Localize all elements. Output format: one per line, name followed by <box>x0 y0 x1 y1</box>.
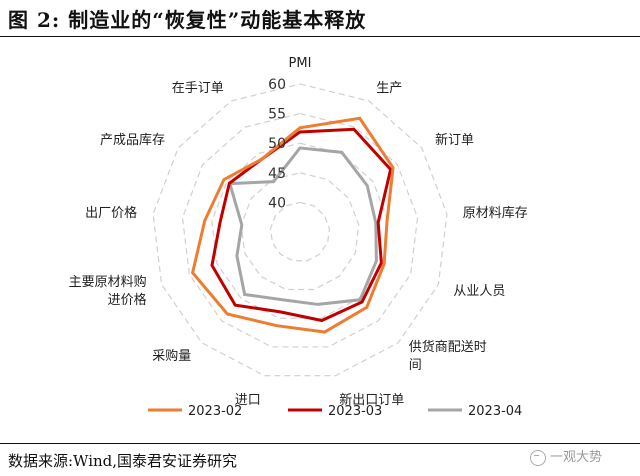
axis-label: 出厂价格 <box>85 205 137 221</box>
axis-label-line: 生产 <box>376 81 402 96</box>
title-rule <box>0 36 640 37</box>
axis-label-line: 新出口订单 <box>339 392 404 408</box>
legend-label: 2023-03 <box>328 404 382 419</box>
axis-label-line: 进口 <box>235 393 261 408</box>
axis-label: PMI <box>289 56 312 71</box>
legend-label: 2023-02 <box>188 404 242 419</box>
radar-tick-labels: 40 45 50 55 60 <box>268 77 286 211</box>
series-line-2023-04 <box>227 146 378 306</box>
series-line-2023-03 <box>210 127 393 323</box>
tick-label: 40 <box>268 195 286 211</box>
legend: 2023-02 2023-03 2023-04 <box>148 404 522 419</box>
wechat-icon <box>530 449 546 466</box>
grid-ring-55 <box>181 112 419 348</box>
axis-label-line: 间 <box>409 358 422 373</box>
grid-ring-45 <box>240 172 360 291</box>
source-note: 数据来源:Wind,国泰君安证券研究 <box>8 452 238 470</box>
axis-label: 进口 <box>235 393 261 408</box>
figure-title: 图 2: 制造业的“恢复性”动能基本释放 <box>8 8 367 32</box>
tick-label: 45 <box>268 166 286 182</box>
axis-label-line: 采购量 <box>152 348 191 364</box>
axis-label-line: 供货商配送时 <box>409 339 487 355</box>
axis-label-line: 从业人员 <box>453 284 505 299</box>
axis-label: 原材料库存 <box>463 205 528 221</box>
watermark: 一观大势 <box>530 446 602 466</box>
grid-ring-40 <box>270 201 330 262</box>
tick-label: 50 <box>268 136 286 152</box>
axis-label-line: 出厂价格 <box>85 205 137 221</box>
axis-label: 生产 <box>376 81 402 96</box>
axis-label: 新出口订单 <box>339 392 404 408</box>
tick-label: 55 <box>268 107 286 123</box>
axis-label: 从业人员 <box>453 284 505 299</box>
series-line-2023-02 <box>190 116 395 334</box>
axis-label-line: 进价格 <box>108 292 147 308</box>
grid-ring-60 <box>152 83 448 377</box>
axis-label-line: 产成品库存 <box>100 132 165 148</box>
axis-label: 供货商配送时间 <box>409 339 487 373</box>
axis-label-line: PMI <box>289 56 312 71</box>
axis-label: 新订单 <box>435 132 474 148</box>
axis-label: 采购量 <box>152 348 191 364</box>
legend-label: 2023-04 <box>468 404 522 419</box>
axis-label-line: 在手订单 <box>172 81 224 96</box>
watermark-text: 一观大势 <box>550 450 603 465</box>
grid-ring-50 <box>211 142 389 319</box>
tick-label: 60 <box>268 77 286 93</box>
axis-label-line: 主要原材料购 <box>69 274 147 290</box>
axis-label: 产成品库存 <box>100 132 165 148</box>
axis-label: 在手订单 <box>172 81 224 96</box>
axis-label: 主要原材料购进价格 <box>69 274 147 308</box>
radar-series <box>190 116 395 334</box>
footer-rule <box>0 443 640 444</box>
radar-grid <box>152 83 448 377</box>
axis-label-line: 原材料库存 <box>463 205 528 221</box>
axis-label-line: 新订单 <box>435 132 474 148</box>
